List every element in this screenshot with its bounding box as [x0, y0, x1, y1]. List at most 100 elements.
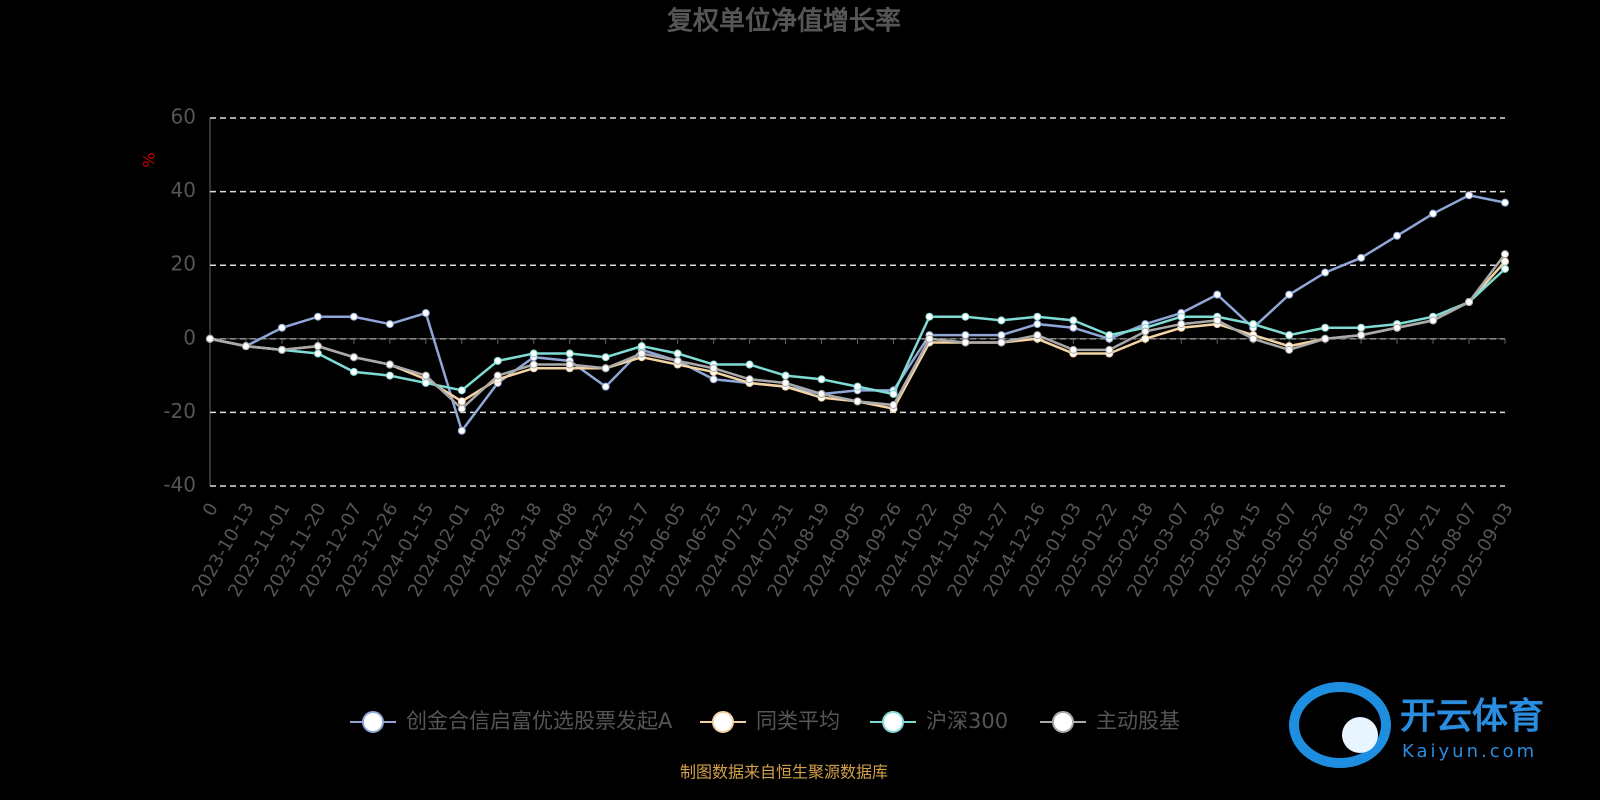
data-point: [313, 342, 322, 351]
data-point: [1177, 320, 1186, 329]
y-tick-label: -40: [163, 473, 196, 497]
data-point: [1501, 264, 1509, 273]
data-point: [1249, 334, 1258, 343]
data-point: [349, 353, 358, 362]
data-point: [1393, 231, 1402, 240]
data-point: [1249, 320, 1258, 329]
series-line: [209, 193, 1506, 434]
data-point: [925, 312, 934, 321]
data-point: [961, 331, 970, 340]
legend-item: 同类平均: [700, 709, 840, 733]
data-point: [493, 356, 502, 365]
data-point: [206, 334, 214, 343]
data-point: [1069, 345, 1078, 354]
legend-marker: [1052, 711, 1074, 733]
watermark-site: Kaiyun.com: [1402, 741, 1537, 762]
data-point: [529, 360, 538, 369]
data-point: [1501, 198, 1509, 207]
data-point: [673, 356, 682, 365]
legend-item: 沪深300: [870, 709, 1008, 733]
data-point: [421, 378, 430, 387]
data-point: [277, 323, 286, 332]
data-point: [1177, 312, 1186, 321]
data-point: [781, 371, 790, 380]
data-point: [1321, 268, 1330, 277]
data-point: [349, 367, 358, 376]
data-point: [457, 386, 466, 395]
data-point: [529, 349, 538, 358]
data-point: [457, 404, 466, 413]
data-point: [313, 312, 322, 321]
source-note: 制图数据来自恒生聚源数据库: [680, 763, 888, 782]
data-point: [637, 342, 646, 351]
data-point: [241, 342, 250, 351]
data-point: [1033, 320, 1042, 329]
data-point: [385, 360, 394, 369]
data-point: [565, 360, 574, 369]
y-tick-label: 0: [183, 325, 196, 349]
data-point: [1465, 298, 1474, 306]
data-point: [1429, 209, 1438, 218]
data-point: [1069, 323, 1078, 332]
data-point: [457, 426, 466, 435]
logo-ring: [1289, 682, 1391, 768]
data-point: [601, 364, 610, 373]
legend-marker: [362, 711, 384, 733]
y-tick-label: 40: [171, 178, 196, 202]
data-point: [349, 312, 358, 321]
chart-title: 复权单位净值增长率: [667, 6, 901, 37]
data-point: [997, 316, 1006, 325]
data-point: [601, 382, 610, 391]
data-point: [1357, 323, 1366, 332]
logo-ball: [1342, 717, 1378, 753]
legend-item: 主动股基: [1040, 709, 1180, 733]
legend-label: 沪深300: [926, 709, 1008, 733]
data-point: [1429, 316, 1438, 325]
data-point: [1033, 312, 1042, 321]
watermark-brand: 开云体育: [1400, 696, 1544, 737]
legend-label: 同类平均: [756, 709, 840, 733]
data-point: [421, 371, 430, 380]
data-point: [997, 331, 1006, 340]
data-point: [1501, 250, 1509, 259]
y-tick-label: 60: [171, 105, 196, 129]
legend-marker: [882, 711, 904, 733]
data-point: [673, 349, 682, 358]
data-point: [385, 371, 394, 380]
data-point: [853, 397, 862, 406]
data-point: [1141, 327, 1150, 336]
data-point: [1357, 253, 1366, 262]
data-point: [277, 345, 286, 354]
data-point: [1321, 323, 1330, 332]
data-point: [1465, 191, 1474, 200]
y-axis-label: %: [140, 152, 159, 167]
legend-item: 创金合信启富优选股票发起A: [350, 709, 673, 733]
data-point: [1285, 345, 1294, 354]
watermark: 开云体育 Kaiyun.com: [1289, 682, 1544, 768]
data-point: [1285, 290, 1294, 299]
y-tick-label: -20: [163, 399, 196, 423]
data-point: [889, 390, 898, 398]
data-point: [745, 360, 754, 369]
data-point: [421, 309, 430, 318]
data-point: [1069, 316, 1078, 325]
data-point: [1321, 334, 1330, 343]
data-point: [709, 364, 718, 373]
data-point: [961, 338, 970, 347]
data-point: [1213, 316, 1222, 325]
data-point: [1393, 323, 1402, 332]
data-point: [385, 320, 394, 329]
data-point: [853, 382, 862, 391]
data-point: [925, 334, 934, 343]
data-point: [637, 349, 646, 358]
data-point: [709, 375, 718, 384]
data-point: [1033, 331, 1042, 340]
legend-marker: [712, 711, 734, 733]
x-tick-label: 0: [199, 500, 223, 520]
data-point: [817, 390, 826, 398]
data-point: [961, 312, 970, 321]
data-point: [1105, 331, 1114, 340]
data-point: [997, 338, 1006, 347]
series-line: [209, 267, 1506, 396]
